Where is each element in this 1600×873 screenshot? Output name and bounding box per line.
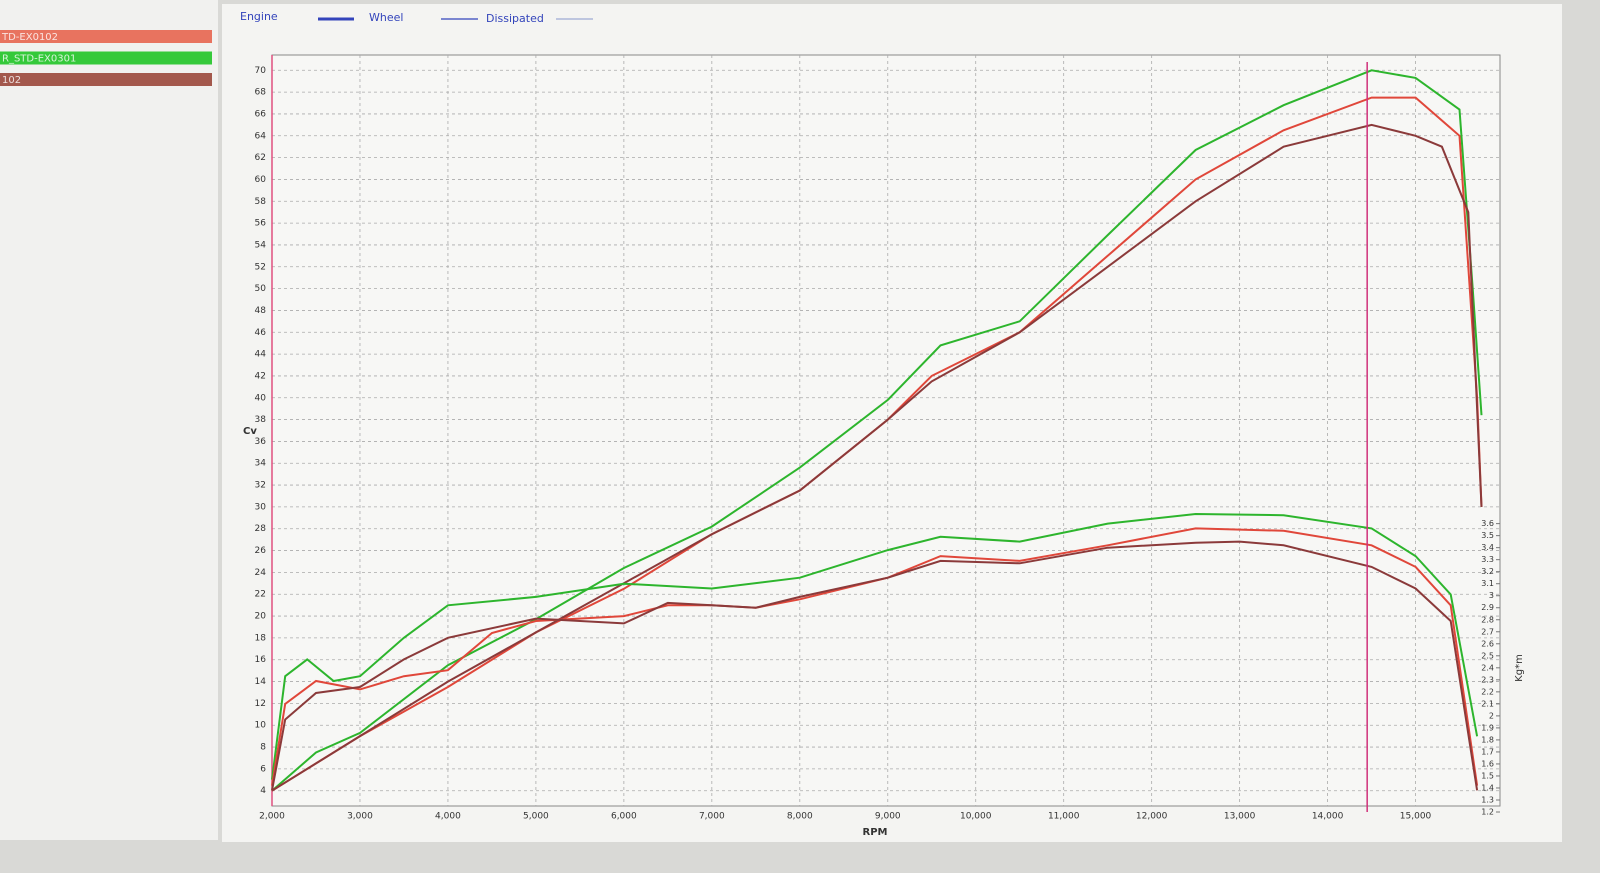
y-tick-label: 46 [255, 328, 267, 338]
y2-tick-label: 2 [1489, 711, 1494, 720]
y2-tick-label: 2.1 [1481, 699, 1494, 708]
y2-tick-label: 3.1 [1481, 579, 1494, 588]
y-tick-label: 4 [260, 786, 266, 796]
y-tick-label: 18 [255, 633, 267, 643]
x-tick-label: 15,000 [1400, 812, 1432, 822]
y2-tick-label: 3.2 [1481, 567, 1494, 576]
y-tick-label: 50 [255, 284, 267, 294]
y-tick-label: 26 [255, 546, 267, 556]
y-tick-label: 34 [255, 459, 267, 469]
y-tick-label: 16 [255, 655, 267, 665]
legend-label: Wheel [369, 11, 403, 24]
y2-tick-label: 3 [1489, 591, 1494, 600]
y2-tick-label: 1.2 [1481, 808, 1494, 817]
x-tick-label: 14,000 [1312, 812, 1344, 822]
legend-label: Dissipated [486, 12, 544, 25]
y2-tick-label: 2.7 [1481, 627, 1494, 636]
y-tick-label: 48 [255, 306, 267, 316]
y-tick-label: 30 [255, 502, 267, 512]
y-tick-label: 56 [255, 219, 267, 229]
y2-tick-label: 3.5 [1481, 531, 1494, 540]
run-label: 102 [2, 75, 21, 86]
y2-tick-label: 2.8 [1481, 615, 1494, 624]
y2-tick-label: 2.4 [1481, 663, 1494, 672]
y-tick-label: 64 [255, 131, 267, 141]
y-tick-label: 36 [255, 437, 267, 447]
y2-tick-label: 1.6 [1481, 759, 1494, 768]
x-tick-label: 10,000 [960, 812, 992, 822]
y-tick-label: 38 [255, 415, 267, 425]
x-tick-label: 5,000 [523, 812, 549, 822]
run-label: TD-EX0102 [1, 32, 58, 43]
y-tick-label: 42 [255, 371, 266, 381]
legend-label: Engine [240, 10, 278, 23]
y-tick-label: 40 [255, 393, 267, 403]
y-tick-label: 10 [255, 721, 267, 731]
y-tick-label: 32 [255, 481, 266, 491]
y2-tick-label: 1.5 [1481, 771, 1494, 780]
y-tick-label: 60 [255, 175, 267, 185]
y2-tick-label: 3.3 [1481, 555, 1494, 564]
y2-tick-label: 1.9 [1481, 723, 1494, 732]
x-tick-label: 11,000 [1048, 812, 1080, 822]
sidebar [0, 0, 218, 840]
y-tick-label: 28 [255, 524, 267, 534]
y-tick-label: 44 [255, 350, 267, 360]
y2-tick-label: 2.9 [1481, 603, 1494, 612]
y2-tick-label: 2.6 [1481, 639, 1494, 648]
y-tick-label: 68 [255, 88, 267, 98]
y-tick-label: 52 [255, 262, 266, 272]
y-tick-label: 22 [255, 590, 266, 600]
y2-tick-label: 2.3 [1481, 675, 1494, 684]
y2-tick-label: 2.5 [1481, 651, 1494, 660]
data-line [271, 123, 1483, 792]
y-tick-label: 58 [255, 197, 267, 207]
y-tick-label: 62 [255, 153, 266, 163]
y-tick-label: 66 [255, 109, 267, 119]
y-axis-label: Cv [243, 426, 257, 437]
x-tick-label: 9,000 [875, 812, 901, 822]
plot-area [271, 54, 1501, 807]
y-tick-label: 8 [260, 743, 266, 753]
run-swatch [0, 51, 212, 65]
data-line [271, 512, 1479, 780]
x-tick-label: 13,000 [1224, 812, 1256, 822]
y-tick-label: 14 [255, 677, 267, 687]
x-tick-label: 2,000 [259, 812, 285, 822]
x-tick-label: 7,000 [699, 812, 725, 822]
run-swatch [0, 30, 212, 43]
x-tick-label: 4,000 [435, 812, 461, 822]
y-tick-label: 12 [255, 699, 266, 709]
x-tick-label: 8,000 [787, 812, 813, 822]
data-line [271, 540, 1479, 791]
x-tick-label: 6,000 [611, 812, 637, 822]
y2-tick-label: 2.2 [1481, 687, 1494, 696]
data-line [271, 69, 1483, 792]
x-tick-label: 12,000 [1136, 812, 1168, 822]
x-axis-label: RPM [863, 827, 888, 838]
run-swatch [0, 73, 212, 86]
y2-axis-label: Kg*m [1514, 654, 1525, 682]
y-tick-label: 70 [255, 66, 267, 76]
y2-tick-label: 3.4 [1481, 543, 1494, 552]
x-tick-label: 3,000 [347, 812, 373, 822]
y2-tick-label: 3.6 [1481, 519, 1494, 528]
y-tick-label: 54 [255, 240, 267, 250]
y2-tick-label: 1.4 [1481, 783, 1494, 792]
y2-tick-label: 1.3 [1481, 795, 1494, 804]
y2-tick-label: 1.8 [1481, 735, 1494, 744]
y-tick-label: 6 [260, 764, 266, 774]
y-tick-label: 24 [255, 568, 267, 578]
run-label: R_STD-EX0301 [2, 54, 76, 65]
y-tick-label: 20 [255, 612, 267, 622]
y2-tick-label: 1.7 [1481, 747, 1494, 756]
